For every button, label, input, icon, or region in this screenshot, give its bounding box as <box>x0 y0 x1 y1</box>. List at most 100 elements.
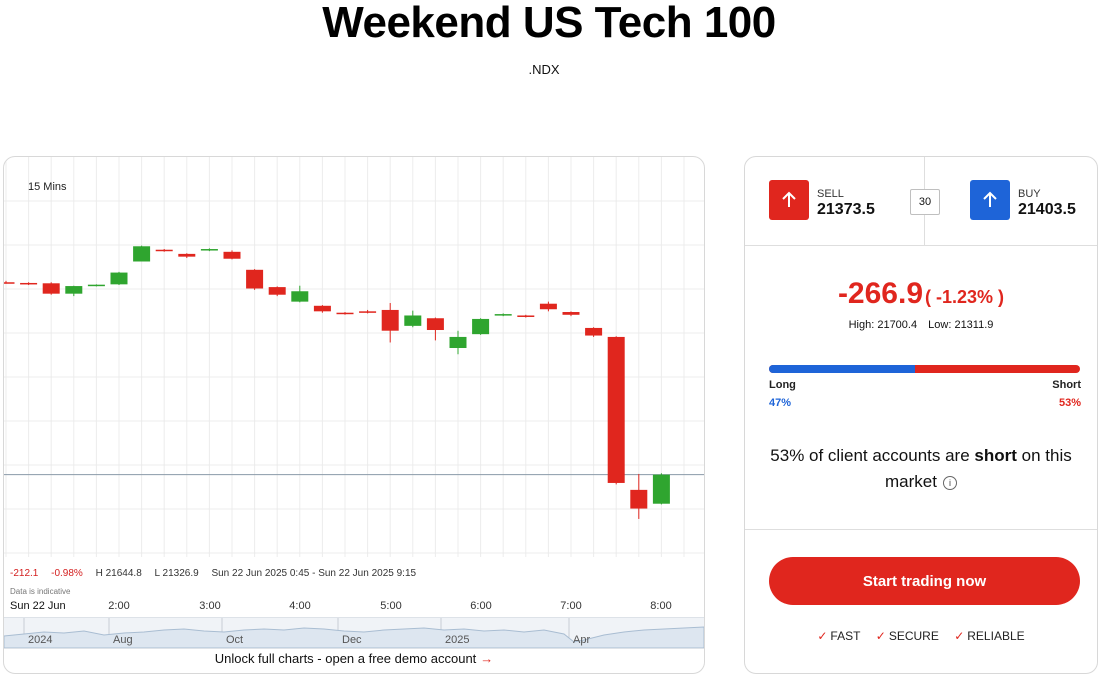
sell-price: 21373.5 <box>817 201 875 218</box>
navigator-label: Oct <box>226 634 244 646</box>
sentiment-short-pct: 53% <box>1058 397 1081 409</box>
stat-change-pct: -0.98% <box>51 568 83 579</box>
time-tick: 8:00 <box>650 600 672 612</box>
stat-change: -212.1 <box>10 568 39 579</box>
time-tick: 5:00 <box>380 600 402 612</box>
day-high: High: 21700.4 <box>848 319 918 331</box>
candle-body <box>404 315 422 326</box>
sentiment-long-fill <box>769 365 916 373</box>
high-low: High: 21700.4 Low: 21311.9 <box>745 319 1097 331</box>
check-icon: ✓ <box>875 629 886 643</box>
buy-label: BUY <box>1018 188 1041 200</box>
spread-value: 30 <box>910 189 940 215</box>
stat-low: L 21326.9 <box>154 568 199 579</box>
navigator-label: Apr <box>573 634 591 646</box>
data-indicative-note: Data is indicative <box>10 587 71 596</box>
sell-button[interactable] <box>769 180 809 220</box>
info-icon[interactable]: i <box>942 476 957 490</box>
change-value: -266.9 <box>837 277 924 310</box>
navigator-label: 2025 <box>445 634 470 646</box>
feature-label: RELIABLE <box>967 629 1025 643</box>
candle-body <box>562 312 580 315</box>
stat-range: Sun 22 Jun 2025 0:45 - Sun 22 Jun 2025 9… <box>211 568 417 579</box>
deal-ticket: SELL 21373.5 30 BUY 21403.5 <box>745 157 1097 246</box>
candle-body <box>110 272 128 285</box>
candle-body <box>20 282 38 285</box>
arrow-up-icon <box>782 191 796 207</box>
candle-body <box>246 269 264 289</box>
market-symbol: .NDX <box>528 62 560 77</box>
candle-body <box>607 336 625 483</box>
candle-body <box>652 474 670 504</box>
candle-body <box>178 253 196 257</box>
time-tick: 6:00 <box>470 600 492 612</box>
candle-body <box>42 283 60 294</box>
candle-body <box>223 251 241 259</box>
candle-body <box>313 305 331 312</box>
candle-body <box>4 282 15 284</box>
feature-item: ✓ FAST <box>817 629 860 643</box>
check-icon: ✓ <box>954 629 965 643</box>
chart-navigator[interactable] <box>4 617 704 649</box>
time-tick: 7:00 <box>560 600 582 612</box>
sentiment-summary: 53% of client accounts are short on this… <box>765 443 1077 495</box>
navigator-label: Dec <box>342 634 362 646</box>
buy-price: 21403.5 <box>1018 201 1076 218</box>
candle-body <box>426 318 444 331</box>
chart-card: 15 Mins -212.1 -0.98% H 21644.8 L 21326.… <box>3 156 705 674</box>
arrow-up-icon <box>983 191 997 207</box>
candle-body <box>65 286 83 294</box>
day-low: Low: 21311.9 <box>928 319 994 331</box>
sentiment-bar <box>769 365 1080 373</box>
candle-body <box>472 318 490 335</box>
candle-body <box>585 327 603 336</box>
candle-body <box>268 287 286 295</box>
daily-change: -266.9( -1.23% ) <box>745 277 1097 311</box>
page-title: Weekend US Tech 100 <box>322 0 776 47</box>
divider <box>745 529 1097 530</box>
candle-body <box>449 336 467 349</box>
arrow-right-icon: → <box>480 651 494 666</box>
start-trading-button[interactable]: Start trading now <box>769 557 1080 605</box>
feature-item: ✓ SECURE <box>876 629 939 643</box>
candle-body <box>359 311 377 313</box>
sell-label: SELL <box>817 188 844 200</box>
sentiment-text-bold: short <box>974 446 1017 465</box>
feature-list: ✓ FAST ✓ SECURE ✓ RELIABLE <box>745 629 1097 643</box>
sentiment-short-label: Short <box>1052 379 1081 391</box>
change-pct: ( -1.23% ) <box>925 287 1005 307</box>
candle-body <box>539 303 557 310</box>
feature-label: FAST <box>830 629 861 643</box>
candle-body <box>155 249 173 252</box>
candlestick-chart[interactable] <box>4 157 704 617</box>
buy-button[interactable] <box>970 180 1010 220</box>
sentiment-text-suffix: on this market <box>885 446 1072 491</box>
candle-body <box>336 312 354 315</box>
candle-body <box>494 314 512 316</box>
feature-label: SECURE <box>888 629 939 643</box>
chart-date-label: Sun 22 Jun <box>10 600 66 612</box>
navigator-label: Aug <box>113 634 133 646</box>
candle-body <box>517 315 535 317</box>
time-tick: 2:00 <box>108 600 130 612</box>
sentiment-long-label: Long <box>769 379 796 391</box>
time-tick: 3:00 <box>199 600 221 612</box>
trade-panel: SELL 21373.5 30 BUY 21403.5 -266.9( -1.2… <box>744 156 1098 674</box>
candle-body <box>200 249 218 251</box>
candle-body <box>133 246 151 262</box>
unlock-charts-text: Unlock full charts - open a free demo ac… <box>214 651 477 666</box>
check-icon: ✓ <box>817 629 828 643</box>
chart-interval[interactable]: 15 Mins <box>28 181 67 193</box>
candle-body <box>291 291 309 302</box>
time-tick: 4:00 <box>289 600 311 612</box>
sentiment-text-prefix: 53% of client accounts are <box>770 446 975 465</box>
sentiment-long-pct: 47% <box>769 397 792 409</box>
feature-item: ✓ RELIABLE <box>954 629 1024 643</box>
chart-stats: -212.1 -0.98% H 21644.8 L 21326.9 Sun 22… <box>10 568 426 579</box>
navigator-label: 2024 <box>28 634 53 646</box>
navigator-sparkline <box>4 618 704 649</box>
candle-body <box>87 284 105 287</box>
stat-high: H 21644.8 <box>95 568 142 579</box>
candle-body <box>381 309 399 331</box>
unlock-charts-link[interactable]: Unlock full charts - open a free demo ac… <box>4 651 704 666</box>
